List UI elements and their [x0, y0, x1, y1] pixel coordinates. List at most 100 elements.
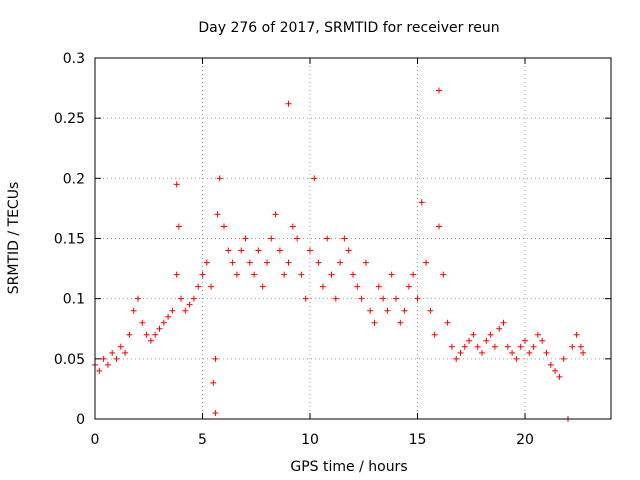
data-point	[539, 337, 546, 344]
data-point	[380, 295, 387, 302]
data-point	[436, 223, 442, 230]
data-point	[152, 331, 159, 338]
data-point	[543, 349, 550, 356]
data-point	[483, 337, 490, 344]
data-point	[384, 307, 391, 314]
data-point	[199, 271, 206, 278]
data-point	[126, 331, 133, 338]
data-point	[345, 247, 352, 254]
data-point	[560, 355, 567, 362]
data-point	[255, 247, 262, 254]
data-point	[556, 373, 563, 380]
data-point	[135, 295, 141, 302]
data-point	[375, 283, 382, 290]
data-point	[405, 283, 412, 290]
data-point	[238, 247, 245, 254]
data-point	[298, 271, 305, 278]
data-point	[221, 223, 227, 230]
data-point	[210, 379, 217, 386]
data-point	[139, 319, 146, 326]
data-point	[216, 175, 223, 182]
data-point	[225, 247, 232, 254]
data-point	[195, 283, 202, 290]
data-point	[569, 343, 576, 350]
data-point	[487, 331, 494, 338]
data-point	[457, 349, 464, 356]
data-point	[117, 343, 124, 350]
y-tick-label: 0.05	[54, 352, 85, 368]
data-point	[122, 349, 129, 356]
y-tick-label: 0.3	[63, 51, 85, 67]
data-point	[96, 367, 103, 374]
data-point	[328, 271, 335, 278]
data-point	[552, 367, 559, 374]
data-point	[496, 325, 503, 332]
data-point	[294, 235, 301, 242]
data-point	[307, 247, 313, 254]
data-point	[418, 199, 425, 206]
data-point	[173, 181, 180, 188]
data-point	[208, 283, 215, 290]
data-point	[289, 223, 296, 230]
data-point	[214, 211, 221, 218]
y-tick-label: 0.1	[63, 292, 85, 308]
data-point	[500, 319, 507, 326]
data-point	[130, 307, 137, 314]
x-tick-label: 15	[409, 432, 427, 448]
data-point	[440, 271, 447, 278]
data-point	[281, 271, 288, 278]
data-point	[233, 271, 240, 278]
data-point	[156, 325, 163, 332]
x-tick-label: 5	[198, 432, 207, 448]
data-point	[526, 349, 533, 356]
data-point	[259, 283, 266, 290]
data-point	[397, 319, 404, 326]
data-point	[466, 337, 473, 344]
data-point	[341, 235, 348, 242]
data-point	[491, 343, 498, 350]
data-point	[444, 319, 451, 326]
data-point	[319, 283, 326, 290]
data-point	[414, 295, 421, 302]
data-point	[427, 307, 434, 314]
y-axis-label: SRMTID / TECUs	[6, 182, 22, 295]
data-point	[315, 259, 322, 266]
data-point	[285, 259, 292, 266]
data-point	[182, 307, 189, 314]
data-point	[388, 271, 395, 278]
data-point	[302, 295, 309, 302]
x-tick-label: 0	[91, 432, 100, 448]
data-point	[246, 259, 253, 266]
data-point	[522, 337, 528, 344]
plot-frame	[94, 57, 612, 420]
data-points	[92, 87, 587, 422]
data-point	[109, 349, 116, 356]
data-point	[423, 259, 430, 266]
x-tick-label: 10	[301, 432, 319, 448]
data-point	[212, 355, 219, 362]
data-point	[169, 307, 176, 314]
data-point	[276, 247, 283, 254]
y-tick-label: 0.15	[54, 232, 85, 248]
data-point	[147, 337, 154, 344]
data-point	[362, 259, 369, 266]
data-point	[190, 295, 197, 302]
data-point	[534, 331, 541, 338]
data-point	[410, 271, 417, 278]
data-point	[143, 331, 150, 338]
data-point	[509, 349, 516, 356]
data-point	[173, 271, 180, 278]
chart-title: Day 276 of 2017, SRMTID for receiver reu…	[198, 20, 499, 36]
data-point	[431, 331, 438, 338]
data-point	[104, 361, 111, 368]
data-point	[453, 355, 460, 362]
data-point	[517, 343, 524, 350]
data-point	[113, 355, 120, 362]
data-point	[175, 223, 182, 230]
data-point	[479, 349, 485, 356]
data-point	[461, 343, 468, 350]
data-point	[212, 409, 219, 416]
data-point	[470, 331, 477, 338]
data-point	[229, 259, 236, 266]
